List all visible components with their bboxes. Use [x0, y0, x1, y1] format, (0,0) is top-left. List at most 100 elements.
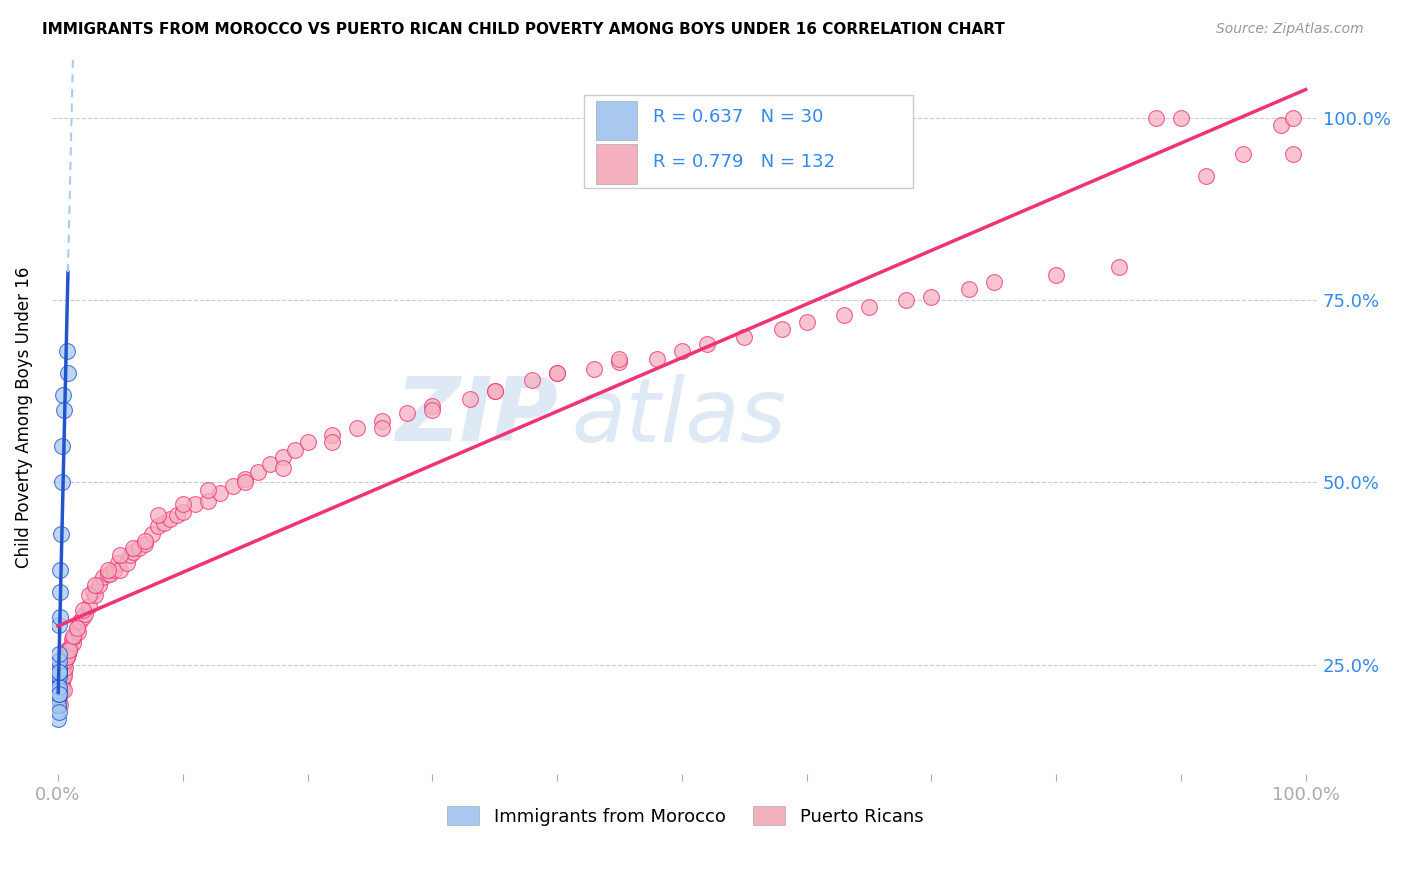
Text: atlas: atlas [571, 374, 786, 460]
Point [62, 636, 84, 650]
Point [72, 610, 94, 624]
Point [55, 661, 77, 675]
Point [55, 643, 77, 657]
Point [420, 399, 443, 413]
Point [58, 643, 80, 657]
Point [53, 669, 76, 683]
Point [546, 366, 568, 380]
Point [48, 680, 70, 694]
FancyBboxPatch shape [596, 145, 637, 184]
Point [1270, 118, 1292, 132]
Point [770, 322, 793, 336]
Point [1170, 111, 1192, 125]
Point [159, 512, 181, 526]
Point [110, 549, 132, 563]
Point [103, 563, 125, 577]
Point [51, 475, 73, 490]
Point [371, 413, 394, 427]
Point [48, 713, 70, 727]
Point [48, 673, 70, 687]
Point [84, 589, 107, 603]
Point [484, 384, 506, 399]
Point [184, 497, 207, 511]
Point [53, 657, 76, 672]
Point [259, 457, 281, 471]
Point [297, 435, 319, 450]
FancyBboxPatch shape [583, 95, 912, 188]
Point [48, 698, 70, 712]
Point [141, 526, 163, 541]
Point [583, 362, 606, 376]
Point [77, 599, 100, 614]
Point [321, 428, 343, 442]
Point [66, 621, 89, 635]
Point [48, 683, 70, 698]
Point [66, 621, 89, 635]
Point [49, 676, 72, 690]
Point [59, 640, 82, 654]
Point [1282, 147, 1305, 161]
Point [52, 669, 75, 683]
Point [48, 680, 70, 694]
Point [48, 665, 70, 679]
Point [48, 680, 70, 694]
Text: R = 0.637   N = 30: R = 0.637 N = 30 [654, 108, 824, 126]
Point [48, 676, 70, 690]
Point [197, 483, 219, 497]
Point [63, 629, 86, 643]
Point [832, 308, 855, 322]
Point [48, 680, 70, 694]
Point [110, 563, 132, 577]
Point [51, 683, 73, 698]
Point [48, 669, 70, 683]
Point [55, 650, 77, 665]
Point [920, 289, 942, 303]
Point [51, 439, 73, 453]
Point [48, 690, 70, 705]
Point [346, 421, 368, 435]
Point [53, 683, 76, 698]
Point [49, 680, 72, 694]
Point [48, 610, 70, 624]
Point [107, 556, 129, 570]
Point [100, 566, 122, 581]
Point [46, 698, 69, 712]
Point [49, 683, 72, 698]
Point [796, 315, 818, 329]
Point [48, 698, 70, 712]
Point [858, 301, 880, 315]
Point [48, 665, 70, 679]
Legend: Immigrants from Morocco, Puerto Ricans: Immigrants from Morocco, Puerto Ricans [447, 806, 924, 826]
Point [146, 508, 169, 523]
Point [696, 337, 718, 351]
Point [1195, 169, 1218, 184]
Point [134, 537, 156, 551]
Point [48, 669, 70, 683]
Point [91, 570, 114, 584]
Point [52, 388, 75, 402]
Point [1282, 111, 1305, 125]
Point [271, 461, 294, 475]
Point [284, 442, 307, 457]
Point [51, 661, 73, 675]
Point [46, 676, 69, 690]
Point [66, 624, 89, 639]
Point [48, 665, 70, 679]
Point [49, 680, 72, 694]
Point [56, 366, 79, 380]
Point [48, 687, 70, 701]
Point [48, 676, 70, 690]
Point [121, 541, 143, 555]
Point [51, 673, 73, 687]
Point [609, 351, 631, 366]
Point [233, 475, 256, 490]
Point [733, 329, 755, 343]
Point [72, 603, 94, 617]
Point [48, 683, 70, 698]
Point [271, 450, 294, 464]
Point [55, 654, 77, 668]
Point [48, 683, 70, 698]
Point [166, 508, 188, 523]
Point [121, 545, 143, 559]
Point [55, 344, 77, 359]
